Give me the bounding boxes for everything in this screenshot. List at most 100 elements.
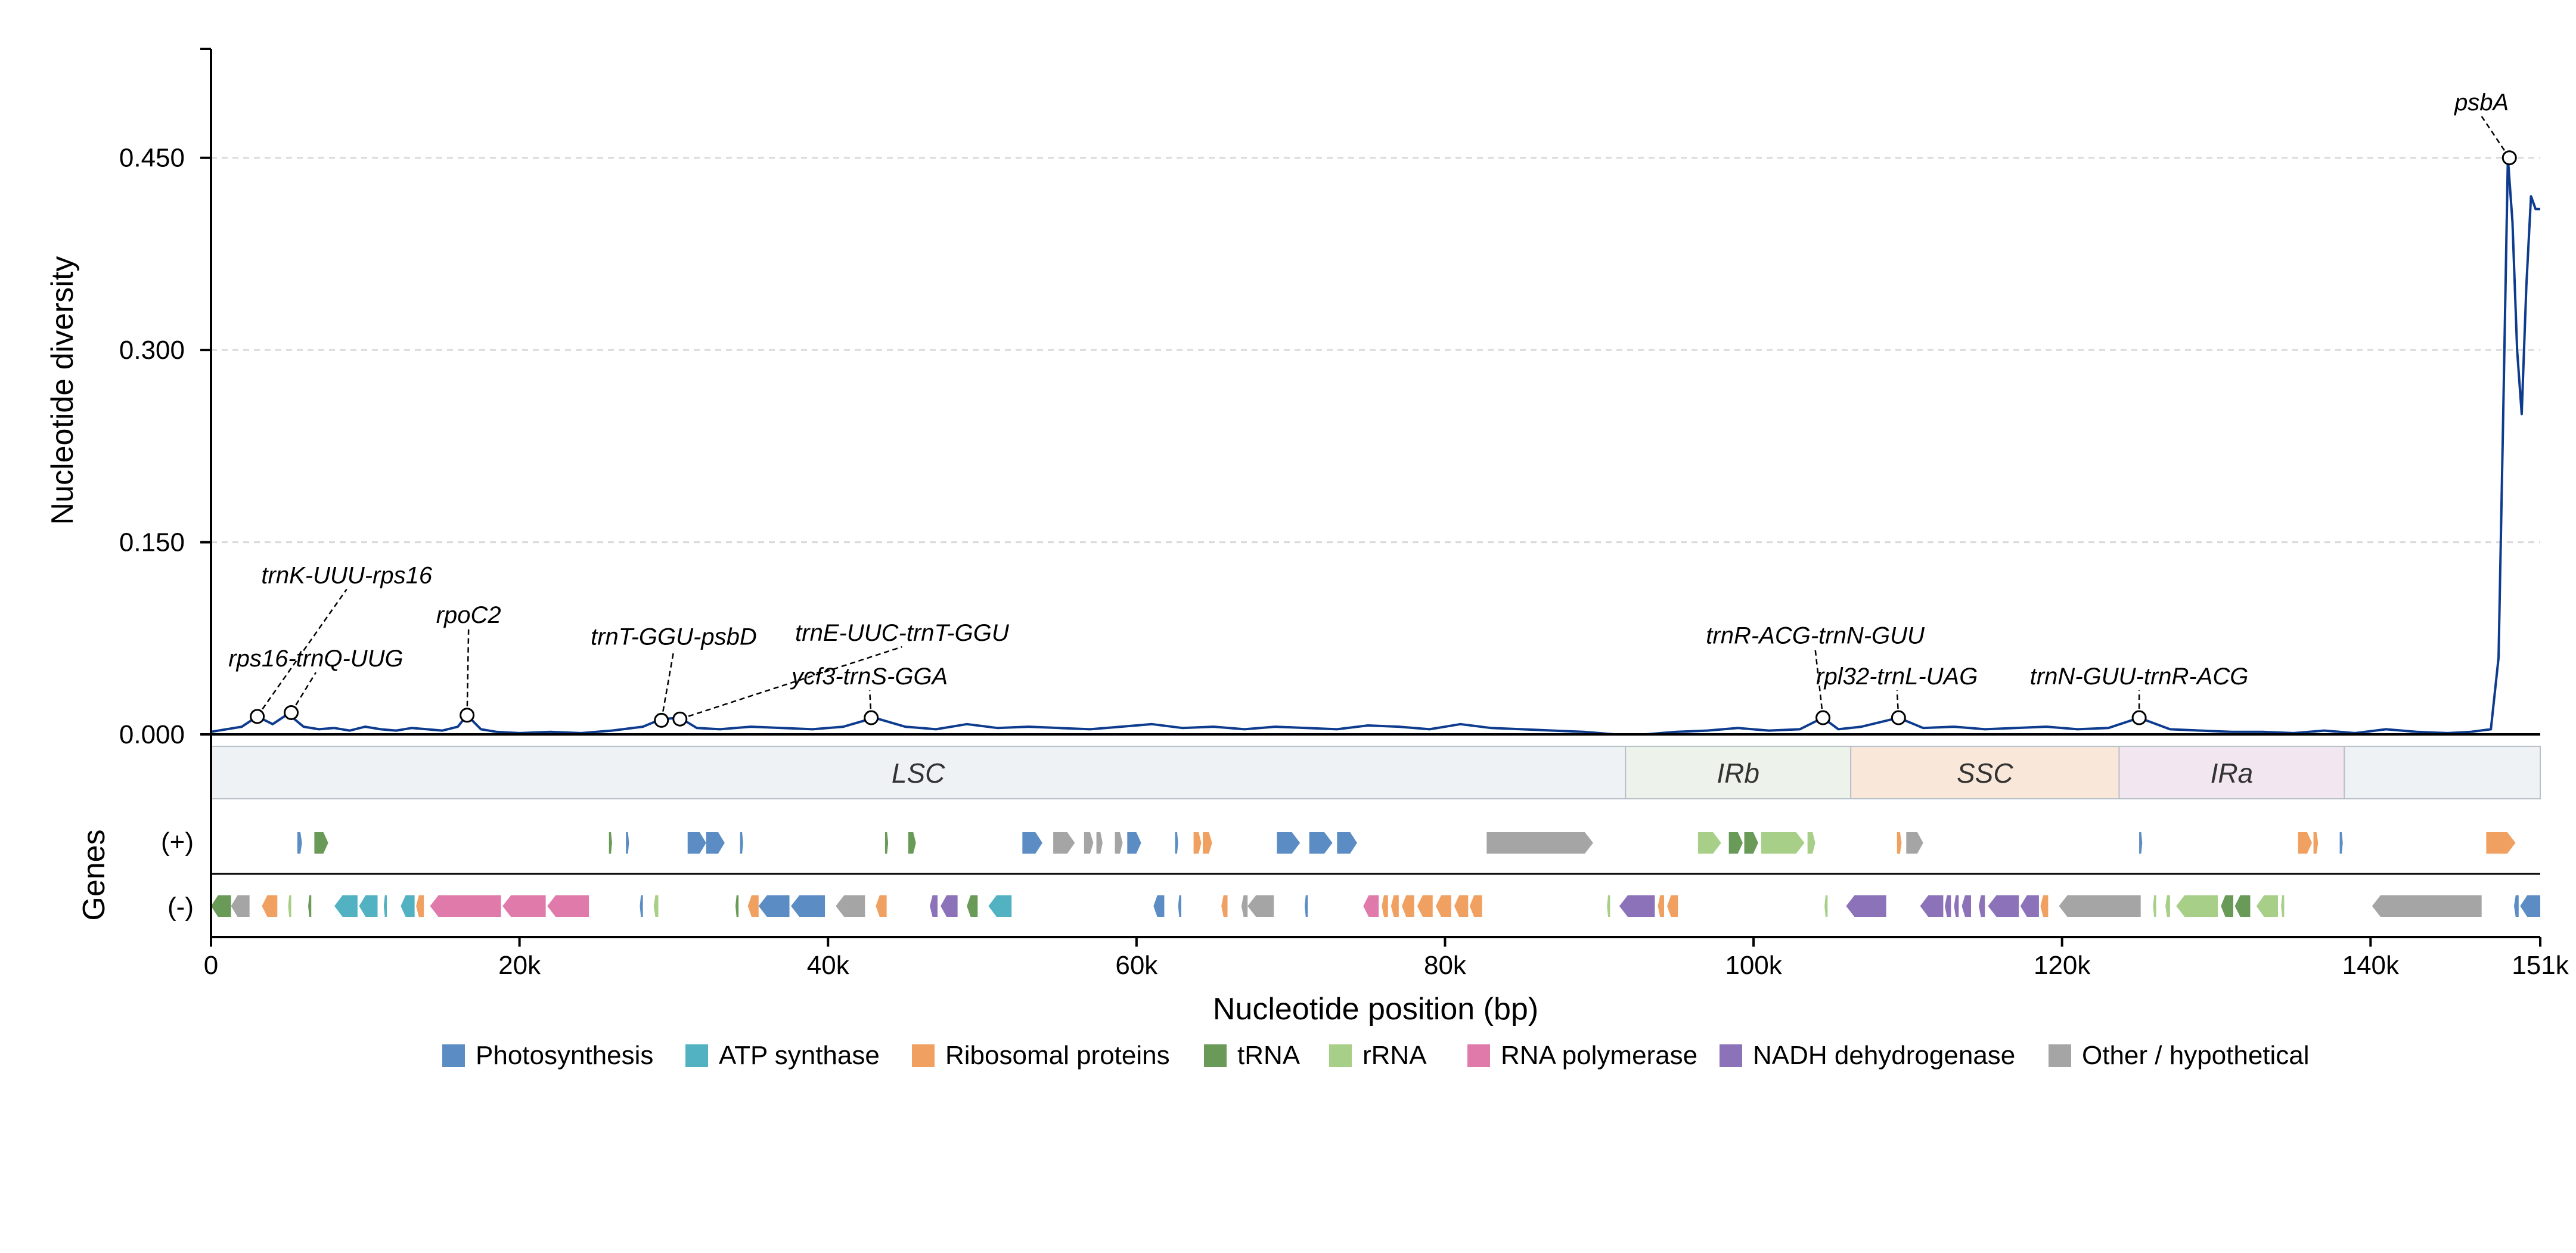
y-tick-label: 0.000 bbox=[119, 720, 185, 749]
gene-block bbox=[1454, 895, 1469, 917]
legend-label: rRNA bbox=[1363, 1041, 1427, 1070]
gene-block bbox=[1435, 895, 1451, 917]
gene-block bbox=[1469, 895, 1482, 917]
gene-block bbox=[1175, 832, 1178, 854]
x-tick-label: 80k bbox=[1424, 951, 1467, 980]
gene-block bbox=[2040, 895, 2049, 917]
gene-block bbox=[1945, 895, 1951, 917]
gene-block bbox=[262, 895, 278, 917]
gene-block bbox=[2165, 895, 2170, 917]
gene-block bbox=[334, 895, 358, 917]
annotation-label: trnT-GGU-psbD bbox=[591, 624, 757, 650]
gene-block bbox=[1304, 895, 1308, 917]
gene-block bbox=[2020, 895, 2039, 917]
annotation-marker bbox=[460, 708, 475, 723]
gene-block bbox=[1607, 895, 1610, 917]
gene-block bbox=[1277, 832, 1301, 854]
annotation-label: trnR-ACG-trnN-GUU bbox=[1706, 622, 1925, 649]
gene-block bbox=[1309, 832, 1333, 854]
gene-block bbox=[626, 832, 629, 854]
gene-block bbox=[1391, 895, 1399, 917]
legend-label: ATP synthase bbox=[719, 1041, 880, 1070]
gene-track bbox=[211, 832, 2540, 917]
gene-block bbox=[876, 895, 887, 917]
annotation-leader bbox=[256, 588, 347, 717]
annotation-marker bbox=[672, 711, 688, 727]
gene-block bbox=[1401, 895, 1414, 917]
annotation-label: ycf3-trnS-GGA bbox=[790, 663, 948, 690]
axis-layer: 0.000 0.150 0.300 0.450 bbox=[119, 48, 2540, 749]
y-axis-title: Nucleotide diversity bbox=[45, 256, 80, 525]
x-tick-label: 120k bbox=[2034, 951, 2091, 980]
region-block bbox=[1850, 746, 2120, 799]
gene-block bbox=[1697, 832, 1721, 854]
diversity-line bbox=[210, 156, 2540, 736]
gene-block bbox=[1978, 895, 1985, 917]
gene-block bbox=[359, 895, 378, 917]
gene-block bbox=[2281, 895, 2285, 917]
gene-block bbox=[1084, 832, 1094, 854]
annotation-label: trnN-GUU-trnR-ACG bbox=[2030, 663, 2249, 690]
gene-block bbox=[1127, 832, 1141, 854]
annotation-label: trnK-UUU-rps16 bbox=[261, 562, 432, 588]
annotation-marker bbox=[2131, 710, 2147, 725]
gene-block bbox=[1897, 832, 1902, 854]
legend-swatch bbox=[1720, 1044, 1742, 1067]
diversity-layer bbox=[210, 156, 2540, 736]
x-tick-label: 151k bbox=[2512, 951, 2569, 980]
region-label: SSC bbox=[1957, 758, 2013, 789]
gene-block bbox=[740, 832, 743, 854]
annotation-marker bbox=[1891, 710, 1906, 725]
gene-block bbox=[2059, 895, 2141, 917]
gene-block bbox=[1846, 895, 1886, 917]
gene-block bbox=[401, 895, 415, 917]
gene-block bbox=[653, 895, 659, 917]
gene-block bbox=[314, 832, 328, 854]
gene-block bbox=[2313, 832, 2319, 854]
gene-block bbox=[1203, 832, 1212, 854]
legend-swatch bbox=[912, 1044, 935, 1067]
x-tick-label: 60k bbox=[1115, 951, 1158, 980]
gene-block bbox=[908, 832, 916, 854]
gene-block bbox=[231, 895, 250, 917]
gene-block bbox=[2256, 895, 2279, 917]
gene-block bbox=[1619, 895, 1655, 917]
annotation-leader bbox=[679, 646, 902, 720]
annotation-layer: trnK-UUU-rps16 rps16-trnQ-UUG rpoC2 trnT-GG… bbox=[228, 89, 2517, 728]
annotation-leader bbox=[1814, 649, 1824, 718]
annotation-label: trnE-UUC-trnT-GGU bbox=[795, 620, 1010, 646]
gene-block bbox=[1667, 895, 1678, 917]
gene-block bbox=[1761, 832, 1805, 854]
gene-block bbox=[1807, 832, 1815, 854]
legend-swatch bbox=[1329, 1044, 1352, 1067]
gene-block bbox=[1153, 895, 1165, 917]
y-tick-label: 0.300 bbox=[119, 336, 185, 365]
gene-block bbox=[547, 895, 589, 917]
gene-block bbox=[747, 895, 759, 917]
gene-block bbox=[383, 895, 387, 917]
y-tick-label: 0.450 bbox=[119, 144, 185, 173]
gene-block bbox=[1417, 895, 1433, 917]
region-block bbox=[2344, 746, 2541, 799]
gene-block bbox=[758, 895, 790, 917]
legend-label: Photosynthesis bbox=[476, 1041, 653, 1070]
gene-block bbox=[288, 895, 291, 917]
gene-block bbox=[416, 895, 424, 917]
x-tick-label: 20k bbox=[498, 951, 541, 980]
gene-block bbox=[930, 895, 938, 917]
genes-axis-title: Genes bbox=[77, 829, 111, 920]
gene-block bbox=[1486, 832, 1593, 854]
annotation-label: psbA bbox=[2454, 89, 2509, 116]
annotation-label: rpl32-trnL-UAG bbox=[1816, 663, 1978, 690]
gene-block bbox=[1988, 895, 2019, 917]
legend-label: Ribosomal proteins bbox=[945, 1041, 1170, 1070]
gene-block bbox=[211, 895, 231, 917]
strand-minus-label: (-) bbox=[167, 892, 194, 922]
gene-block bbox=[836, 895, 865, 917]
legend-label: RNA polymerase bbox=[1501, 1041, 1697, 1070]
annotation-leader bbox=[466, 628, 470, 715]
gene-block bbox=[967, 895, 978, 917]
annotation-marker bbox=[654, 712, 669, 728]
gene-block bbox=[640, 895, 643, 917]
